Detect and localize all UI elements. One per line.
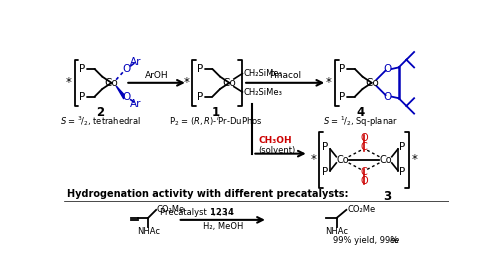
Text: *: * — [412, 153, 418, 166]
Text: O: O — [360, 133, 368, 143]
Text: 4: 4 — [228, 209, 233, 217]
Text: O: O — [360, 176, 368, 186]
Text: ,: , — [212, 209, 214, 217]
Text: 2: 2 — [96, 106, 104, 118]
Text: CH₂SiMe₃: CH₂SiMe₃ — [243, 88, 282, 97]
Text: P: P — [197, 92, 203, 102]
Text: 99% yield, 99%: 99% yield, 99% — [333, 236, 400, 245]
Text: *: * — [66, 76, 71, 89]
Text: P: P — [400, 143, 406, 153]
Text: P: P — [79, 64, 86, 74]
Text: P: P — [197, 64, 203, 74]
Text: $S$ = $^1\!/_2$, Sq-planar: $S$ = $^1\!/_2$, Sq-planar — [322, 114, 398, 129]
Text: P: P — [340, 92, 345, 102]
Text: 1: 1 — [212, 106, 220, 118]
Text: CO₂Me: CO₂Me — [347, 205, 376, 214]
Text: NHAc: NHAc — [137, 227, 160, 236]
Polygon shape — [116, 86, 124, 99]
Text: ,: , — [218, 209, 221, 217]
Text: O: O — [384, 92, 392, 102]
Text: *: * — [183, 76, 189, 89]
Text: Co: Co — [336, 155, 349, 165]
Text: 4: 4 — [356, 106, 364, 118]
Text: 3: 3 — [221, 209, 227, 217]
Text: C: C — [360, 167, 368, 177]
Text: P: P — [79, 92, 86, 102]
Text: P: P — [322, 143, 328, 153]
Text: CH₂SiMe₃: CH₂SiMe₃ — [243, 69, 282, 78]
Text: 3: 3 — [383, 190, 391, 203]
Text: P: P — [400, 167, 406, 177]
Text: P$_2$ = $(R,R)$-$^i$Pr-DuPhos: P$_2$ = $(R,R)$-$^i$Pr-DuPhos — [168, 114, 262, 128]
Text: P: P — [322, 167, 328, 177]
Text: *: * — [310, 153, 316, 166]
Text: CO₂Me: CO₂Me — [157, 205, 185, 214]
Text: Co: Co — [380, 155, 392, 165]
Text: CH₃OH: CH₃OH — [258, 136, 292, 145]
Text: O: O — [123, 92, 131, 102]
Text: Ar: Ar — [130, 99, 142, 109]
Text: Ar: Ar — [130, 57, 142, 67]
Text: Hydrogenation activity with different precatalysts:: Hydrogenation activity with different pr… — [67, 189, 348, 200]
Text: Co: Co — [365, 78, 378, 88]
Text: P: P — [340, 64, 345, 74]
Text: O: O — [384, 64, 392, 74]
Text: O: O — [123, 64, 131, 74]
Text: $S$ = $^3\!/_2$, tetrahedral: $S$ = $^3\!/_2$, tetrahedral — [60, 114, 140, 128]
Text: ArOH: ArOH — [144, 71, 169, 80]
Text: NHAc: NHAc — [326, 227, 348, 236]
Text: Precatalyst: Precatalyst — [160, 209, 209, 217]
Text: *: * — [326, 76, 332, 89]
Text: (solvent): (solvent) — [258, 146, 296, 155]
Text: Co: Co — [222, 78, 236, 88]
Text: ee: ee — [390, 236, 400, 245]
Text: Pinacol: Pinacol — [269, 71, 301, 80]
Text: Co: Co — [104, 78, 118, 88]
Text: 1: 1 — [209, 209, 215, 217]
Text: ,: , — [224, 209, 227, 217]
Text: H₂, MeOH: H₂, MeOH — [202, 221, 243, 230]
Text: C: C — [360, 143, 368, 153]
Text: 2: 2 — [215, 209, 221, 217]
